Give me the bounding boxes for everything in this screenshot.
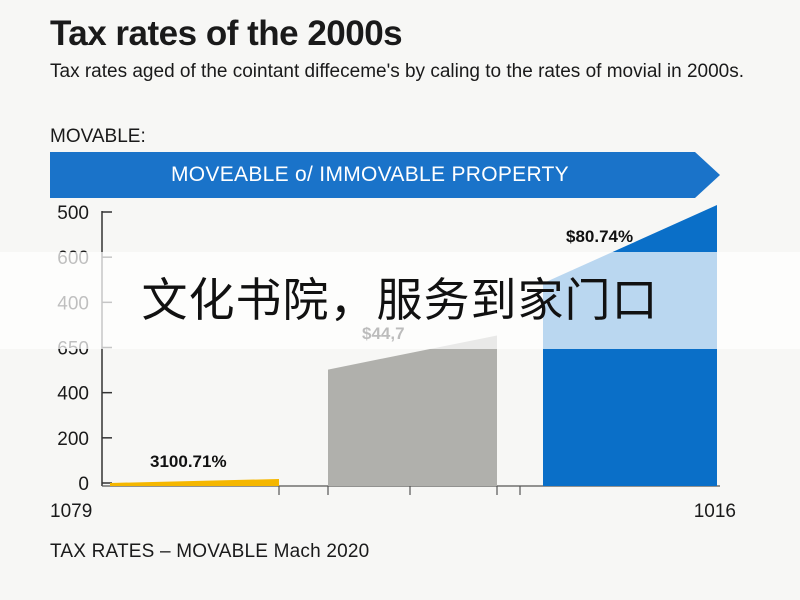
tax-rate-chart: 50060040065040020003100.71%$44,7$80.74%1… (50, 203, 736, 522)
y-tick-label: 500 (57, 203, 89, 224)
chart-subtitle: Tax rates aged of the cointant diffeceme… (50, 61, 745, 82)
banner-arrow-shape (50, 152, 720, 198)
series-data-label: 3100.71% (150, 452, 227, 471)
banner-text: MOVEABLE o/ IMMOVABLE PROPERTY (170, 163, 569, 186)
series-area (328, 335, 497, 486)
section-label: MOVABLE: (50, 126, 146, 147)
chart-title: Tax rates of the 2000s (50, 14, 403, 53)
y-tick-label: 400 (57, 384, 89, 405)
chart-footer: TAX RATES – MOVABLE Mach 2020 (50, 541, 370, 562)
watermark-band (0, 252, 800, 349)
x-tick-label: 1079 (50, 501, 92, 522)
watermark-text: 文化书院，服务到家门口 (141, 273, 659, 327)
y-tick-label: 200 (57, 429, 89, 450)
y-tick-label: 0 (78, 474, 89, 495)
series-data-label: $80.74% (566, 227, 633, 246)
x-tick-label: 1016 (694, 501, 736, 522)
series-area (110, 478, 279, 486)
property-banner: MOVEABLE o/ IMMOVABLE PROPERTY (50, 152, 720, 198)
